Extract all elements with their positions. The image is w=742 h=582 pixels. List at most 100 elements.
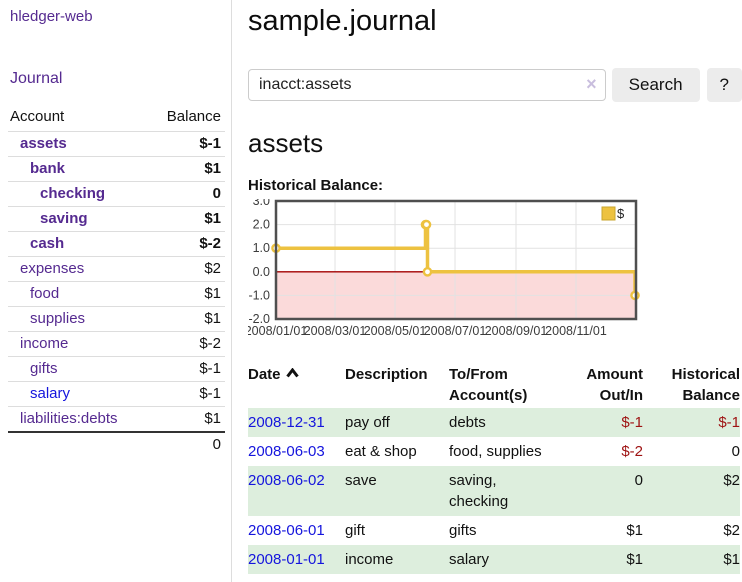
tx-accounts-cell: debts xyxy=(449,414,486,431)
transaction-row: 2008-01-01 income salary $1 $1 xyxy=(248,545,740,574)
legend-label: $ xyxy=(617,206,625,221)
transactions-table: Date Description To/From Account(s) Amou… xyxy=(248,362,740,574)
account-link[interactable]: bank xyxy=(30,160,66,177)
account-cell: bank xyxy=(8,156,149,182)
account-balance: $1 xyxy=(148,206,225,232)
account-cell: checking xyxy=(8,181,149,207)
tx-header-description: Description xyxy=(345,366,428,383)
account-row: cash $-2 xyxy=(8,231,225,257)
account-cell: liabilities:debts xyxy=(8,406,149,432)
accounts-table: Account Balance assets $-1 bank $1 checking 0… xyxy=(8,106,225,457)
tx-date-link[interactable]: 2008-12-31 xyxy=(248,414,325,431)
account-link[interactable]: cash xyxy=(30,235,65,252)
account-link[interactable]: liabilities:debts xyxy=(20,410,118,427)
page-title: sample.journal xyxy=(248,5,437,37)
data-point-marker xyxy=(421,219,432,230)
account-cell: assets xyxy=(8,131,149,157)
search-button[interactable]: Search xyxy=(611,68,700,102)
tx-description-cell: income xyxy=(345,551,394,568)
tx-accounts-cell: salary xyxy=(449,551,490,568)
account-link[interactable]: expenses xyxy=(20,260,85,277)
historical-balance-chart[interactable]: 3.0 2.0 1.0 0.0 -1.0 -2.0 2008/01/01 2008/03/01… xyxy=(245,194,718,347)
account-cell: salary xyxy=(8,381,149,407)
tx-date-link[interactable]: 2008-06-01 xyxy=(248,522,325,539)
account-cell: saving xyxy=(8,206,149,232)
y-axis-tick-label: 1.0 xyxy=(253,241,270,255)
accounts-total-row: 0 xyxy=(8,431,225,457)
account-balance: 0 xyxy=(148,181,225,207)
tx-accounts-cell: food, supplies xyxy=(449,443,542,460)
clear-search-icon[interactable]: × xyxy=(586,74,597,94)
account-link[interactable]: food xyxy=(30,285,60,302)
tx-balance-cell: $2 xyxy=(723,472,740,489)
account-balance: $-1 xyxy=(148,381,225,407)
tx-date-link[interactable]: 2008-01-01 xyxy=(248,551,325,568)
account-row: expenses $2 xyxy=(8,256,225,282)
accounts-header-account: Account xyxy=(10,108,65,125)
account-cell: expenses xyxy=(8,256,149,282)
transaction-row: 2008-06-01 gift gifts $1 $2 xyxy=(248,516,740,545)
help-button[interactable]: ? xyxy=(706,68,742,102)
account-link[interactable]: assets xyxy=(20,135,67,152)
sidebar: hledger-web Journal Account Balance asse… xyxy=(0,0,232,582)
y-axis-tick-label: 2.0 xyxy=(253,218,270,232)
account-link[interactable]: gifts xyxy=(30,360,58,377)
account-link[interactable]: saving xyxy=(40,210,88,227)
account-row: food $1 xyxy=(8,281,225,307)
plot-border xyxy=(274,199,638,321)
app-title-link[interactable]: hledger-web xyxy=(10,8,93,25)
y-axis-tick-label: -2.0 xyxy=(248,312,270,326)
x-axis-tick-label: 2008/11/01 xyxy=(545,324,607,338)
tx-description-cell: eat & shop xyxy=(345,443,417,460)
tx-date-cell: 2008-06-01 xyxy=(248,516,345,545)
y-axis-tick-label: -1.0 xyxy=(248,288,270,302)
tx-balance-cell: $2 xyxy=(723,522,740,539)
tx-amount-cell: $1 xyxy=(626,551,643,568)
accounts-total-spacer xyxy=(8,431,149,457)
tx-header-accounts: To/From Account(s) xyxy=(449,366,528,404)
tx-balance-cell: $1 xyxy=(723,551,740,568)
account-row: salary $-1 xyxy=(8,381,225,407)
account-row: saving $1 xyxy=(8,206,225,232)
tx-date-cell: 2008-12-31 xyxy=(248,408,345,437)
account-cell: income xyxy=(8,331,149,357)
tx-date-link[interactable]: 2008-06-02 xyxy=(248,472,325,489)
x-axis-tick-label: 2008/01/01 xyxy=(248,324,307,338)
tx-balance-cell: $-1 xyxy=(718,414,740,431)
tx-amount-cell: $-2 xyxy=(621,443,643,460)
accounts-total-value: 0 xyxy=(148,431,225,457)
account-row: gifts $-1 xyxy=(8,356,225,382)
tx-accounts-cell: saving, checking xyxy=(449,472,509,510)
x-axis-tick-label: 2008/05/01 xyxy=(364,324,427,338)
transaction-row: 2008-12-31 pay off debts $-1 $-1 xyxy=(248,408,740,437)
tx-header-date-label: Date xyxy=(248,366,281,383)
account-link[interactable]: checking xyxy=(40,185,106,202)
account-balance: $1 xyxy=(148,406,225,432)
account-balance: $-2 xyxy=(148,331,225,357)
transaction-row: 2008-06-02 save saving, checking 0 $2 xyxy=(248,466,740,516)
account-row: checking 0 xyxy=(8,181,225,207)
account-balance: $1 xyxy=(148,156,225,182)
tx-description-cell: gift xyxy=(345,522,366,539)
account-balance: $-2 xyxy=(148,231,225,257)
account-cell: gifts xyxy=(8,356,149,382)
y-axis-tick-label: 3.0 xyxy=(253,199,270,208)
tx-header-date[interactable]: Date xyxy=(248,362,345,408)
search-input[interactable] xyxy=(248,69,606,101)
sidebar-item-journal[interactable]: Journal xyxy=(10,70,63,87)
tx-description-cell: pay off xyxy=(345,414,390,431)
account-link[interactable]: income xyxy=(20,335,69,352)
account-link[interactable]: salary xyxy=(30,385,71,402)
tx-balance-cell: 0 xyxy=(731,443,740,460)
account-balance: $1 xyxy=(148,281,225,307)
legend-swatch xyxy=(601,206,616,221)
tx-date-link[interactable]: 2008-06-03 xyxy=(248,443,325,460)
search-form: × Search ? xyxy=(248,67,742,103)
account-cell: cash xyxy=(8,231,149,257)
account-balance: $2 xyxy=(148,256,225,282)
x-axis-tick-label: 2008/09/01 xyxy=(485,324,548,338)
account-cell: supplies xyxy=(8,306,149,332)
x-axis-tick-label: 2008/03/01 xyxy=(304,324,367,338)
account-link[interactable]: supplies xyxy=(30,310,86,327)
